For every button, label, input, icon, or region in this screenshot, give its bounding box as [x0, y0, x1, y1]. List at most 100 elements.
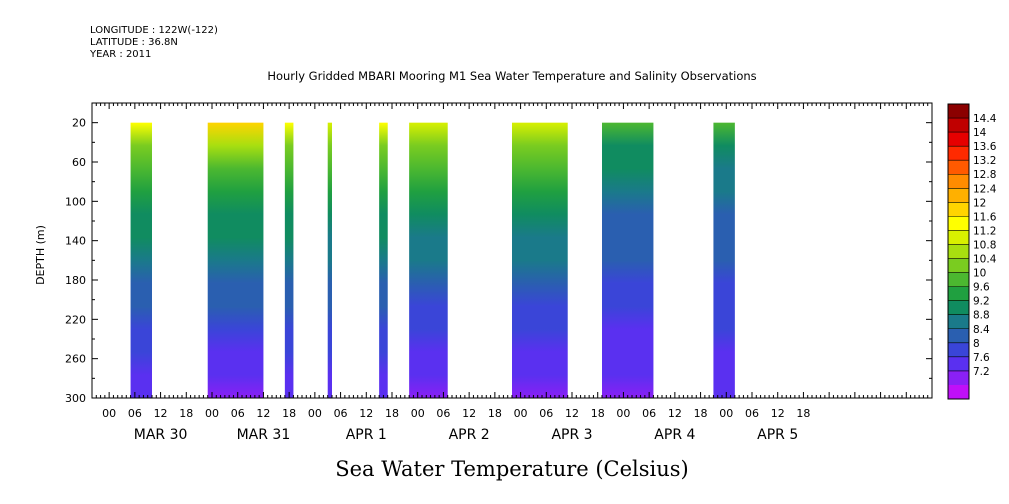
x-tick-label: 06 — [745, 407, 759, 420]
x-day-label: APR 1 — [346, 427, 387, 443]
y-tick-label: 300 — [65, 392, 86, 405]
x-tick-label: 00 — [719, 407, 733, 420]
colorbar-label: 12 — [973, 197, 986, 209]
colorbar-swatch — [948, 216, 969, 231]
x-tick-label: 06 — [334, 407, 348, 420]
x-tick-label: 18 — [694, 407, 708, 420]
colorbar-frame — [947, 103, 970, 400]
data-segment — [713, 122, 735, 399]
data-segment — [379, 122, 388, 399]
x-tick-label: 12 — [256, 407, 270, 420]
x-tick-label: 00 — [102, 407, 116, 420]
x-tick-label: 18 — [796, 407, 810, 420]
x-tick-label: 12 — [668, 407, 682, 420]
colorbar-swatch — [948, 188, 969, 203]
x-day-label: APR 3 — [551, 427, 592, 443]
colorbar-swatch — [948, 342, 969, 358]
x-day-label: MAR 31 — [237, 427, 291, 443]
colorbar-label: 9.2 — [973, 296, 990, 308]
colorbar-label: 13.2 — [973, 155, 996, 167]
x-tick-label: 00 — [616, 407, 630, 420]
data-segment — [409, 122, 448, 399]
colorbar-swatch — [948, 230, 969, 245]
x-tick-label: 06 — [539, 407, 553, 420]
y-tick-label: 260 — [65, 353, 86, 366]
x-tick-label: 06 — [436, 407, 450, 420]
x-tick-label: 12 — [462, 407, 476, 420]
colorbar-swatch — [948, 132, 969, 147]
colorbar-swatch — [948, 118, 969, 133]
year-label: YEAR : 2011 — [90, 49, 152, 60]
colorbar-label: 8 — [973, 338, 980, 350]
chart-title: Hourly Gridded MBARI Mooring M1 Sea Wate… — [267, 69, 756, 83]
y-axis-label: DEPTH (m) — [34, 225, 47, 285]
colorbar-label: 8.8 — [973, 310, 990, 322]
x-tick-label: 12 — [771, 407, 785, 420]
colorbar-label: 7.2 — [973, 366, 990, 378]
colorbar-swatch — [948, 258, 969, 274]
colorbar-swatch — [948, 384, 969, 400]
x-tick-label: 18 — [591, 407, 605, 420]
colorbar-swatch — [948, 146, 969, 161]
latitude-label: LATITUDE : 36.8N — [90, 37, 178, 48]
colorbar-swatch — [948, 272, 969, 288]
colorbar-swatch — [948, 104, 969, 119]
colorbar-label: 11.2 — [973, 225, 996, 237]
x-tick-label: 12 — [359, 407, 373, 420]
data-segment — [327, 122, 332, 399]
x-tick-label: 06 — [642, 407, 656, 420]
colorbar-label: 9.6 — [973, 282, 990, 294]
colorbar-swatch — [948, 202, 969, 217]
longitude-label: LONGITUDE : 122W(-122) — [90, 25, 218, 36]
data-segment — [130, 122, 152, 399]
x-tick-label: 00 — [205, 407, 219, 420]
colorbar-label: 14 — [973, 127, 987, 139]
x-day-label: APR 5 — [757, 427, 798, 443]
x-tick-label: 00 — [308, 407, 322, 420]
colorbar-swatch — [948, 286, 969, 302]
x-tick-label: 18 — [488, 407, 502, 420]
y-tick-label: 140 — [65, 235, 86, 248]
y-tick-label: 100 — [65, 195, 86, 208]
x-tick-label: 18 — [179, 407, 193, 420]
x-day-label: APR 2 — [449, 427, 490, 443]
colorbar-swatch — [948, 356, 969, 372]
colorbar-label: 8.4 — [973, 324, 990, 336]
x-tick-label: 06 — [128, 407, 142, 420]
colorbar-label: 10 — [973, 268, 986, 280]
data-segment — [207, 122, 264, 399]
data-segment — [602, 122, 654, 399]
colorbar-swatch — [948, 370, 969, 386]
x-tick-label: 18 — [385, 407, 399, 420]
y-tick-label: 180 — [65, 274, 86, 287]
y-tick-label: 20 — [72, 117, 86, 130]
x-day-label: APR 4 — [654, 427, 695, 443]
y-tick-label: 60 — [72, 156, 86, 169]
data-segment — [284, 122, 294, 399]
chart-subtitle: Sea Water Temperature (Celsius) — [335, 457, 689, 481]
colorbar-label: 12.8 — [973, 169, 996, 181]
colorbar-label: 13.6 — [973, 141, 997, 153]
x-tick-label: 06 — [231, 407, 245, 420]
colorbar-label: 10.4 — [973, 254, 997, 266]
x-tick-label: 12 — [154, 407, 168, 420]
colorbar-label: 12.4 — [973, 183, 997, 195]
colorbar-swatch — [948, 244, 969, 260]
y-tick-label: 220 — [65, 313, 86, 326]
x-day-label: MAR 30 — [134, 427, 188, 443]
colorbar-label: 7.6 — [973, 352, 990, 364]
x-tick-label: 12 — [565, 407, 579, 420]
colorbar-label: 11.6 — [973, 211, 997, 223]
colorbar-swatch — [948, 314, 969, 330]
colorbar-label: 10.8 — [973, 239, 996, 251]
colorbar-swatch — [948, 174, 969, 189]
data-segment — [512, 122, 568, 399]
colorbar-swatch — [948, 160, 969, 175]
colorbar-swatch — [948, 328, 969, 344]
colorbar-swatch — [948, 300, 969, 316]
x-tick-label: 00 — [514, 407, 528, 420]
colorbar-label: 14.4 — [973, 113, 997, 125]
x-tick-label: 18 — [282, 407, 296, 420]
x-tick-label: 00 — [411, 407, 425, 420]
